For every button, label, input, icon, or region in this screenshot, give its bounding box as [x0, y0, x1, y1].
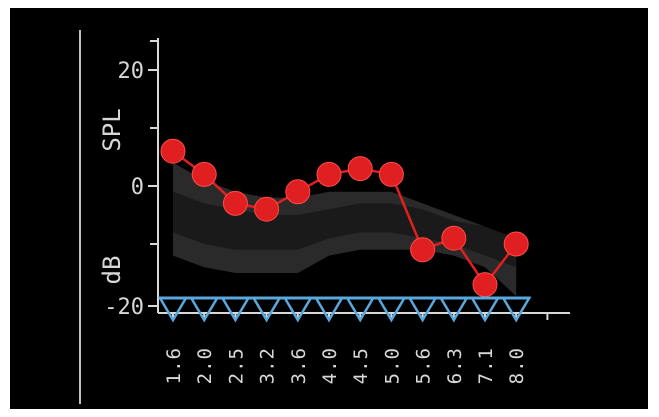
threshold-marker: [410, 237, 436, 263]
triangle-marker: [220, 296, 251, 323]
x-tick-label: 8.0: [506, 347, 528, 384]
threshold-marker: [316, 161, 342, 187]
triangle-marker: [376, 296, 407, 323]
triangle-marker: [251, 296, 282, 323]
x-tick-label: 5.6: [413, 347, 435, 384]
threshold-marker: [378, 161, 404, 187]
y-axis-label-db: dB: [98, 256, 126, 285]
threshold-marker: [347, 156, 373, 182]
y-tick-label: -20: [104, 295, 144, 320]
threshold-marker: [191, 161, 217, 187]
triangle-marker: [501, 296, 532, 323]
y-tick-label: 0: [131, 175, 144, 200]
audiogram-chart: -20 0 20 1.6 2.0 2.5 3.2 3.6 4.0 4.5 5.0 5.6 6.3 7.1 8…: [79, 30, 570, 404]
triangle-marker: [438, 296, 469, 323]
normative-range-bands: [173, 162, 517, 297]
triangle-marker: [469, 296, 501, 323]
triangle-marker: [189, 296, 220, 323]
y-axis-label-spl: SPL: [98, 108, 126, 151]
threshold-marker: [285, 179, 311, 205]
x-tick-label: 4.5: [350, 347, 372, 384]
axes: -20 0 20 1.6 2.0 2.5 3.2 3.6 4.0 4.5 5.0 5.6 6.3 7.1 8…: [104, 38, 570, 384]
triangle-marker: [313, 296, 345, 323]
triangle-marker: [345, 296, 376, 323]
threshold-marker: [472, 272, 498, 298]
triangle-marker: [407, 296, 438, 323]
threshold-marker: [254, 196, 280, 222]
data-series: [157, 138, 532, 323]
x-tick-label: 6.3: [444, 347, 466, 384]
triangle-marker: [282, 296, 313, 323]
x-tick-label: 4.0: [319, 347, 341, 384]
threshold-marker: [160, 138, 186, 164]
chart-screen: -20 0 20 1.6 2.0 2.5 3.2 3.6 4.0 4.5 5.0 5.6 6.3 7.1 8…: [10, 8, 648, 409]
threshold-marker: [503, 231, 529, 257]
x-tick-label: 1.6: [163, 347, 185, 384]
threshold-marker: [222, 190, 248, 216]
y-tick-label: 20: [118, 59, 145, 84]
x-tick-label: 5.0: [381, 347, 403, 384]
x-tick-label: 2.0: [194, 347, 216, 384]
x-tick-label: 3.2: [257, 347, 279, 384]
x-tick-label: 7.1: [475, 347, 497, 384]
range-band-1: [173, 191, 517, 268]
threshold-marker: [441, 225, 467, 251]
triangle-marker: [157, 296, 189, 323]
x-tick-label: 3.6: [288, 347, 310, 384]
x-tick-label: 2.5: [225, 347, 247, 384]
